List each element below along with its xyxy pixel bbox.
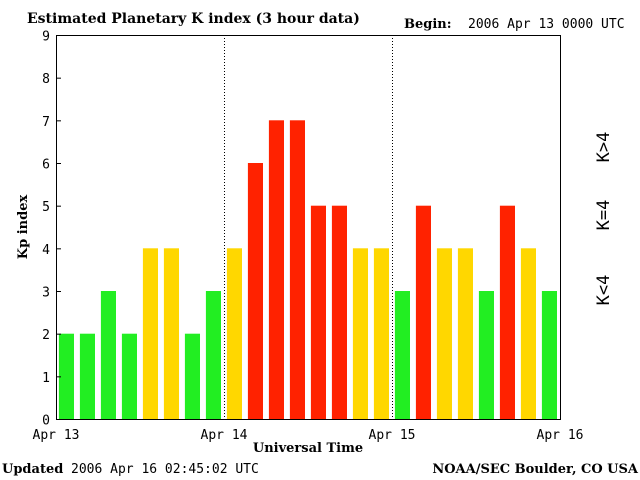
x-tick-label: Apr 15 (369, 428, 416, 443)
legend-high-label: K>4 (594, 132, 614, 163)
legend-mid-label: K=4 (594, 200, 614, 231)
kp-bar (331, 205, 347, 419)
kp-bar (79, 333, 95, 419)
kp-bar (184, 333, 200, 419)
kp-bar (520, 248, 536, 419)
kp-bar (373, 248, 389, 419)
kp-bar (142, 248, 158, 419)
kp-bar (226, 248, 242, 419)
begin-value: 2006 Apr 13 0000 UTC (468, 17, 625, 32)
kp-bar (100, 291, 116, 419)
kp-bar (163, 248, 179, 419)
kp-bar (289, 120, 305, 420)
y-tick-label: 8 (42, 72, 50, 87)
plot-frame (56, 35, 561, 420)
x-tick-label: Apr 16 (537, 428, 584, 443)
y-tick-label: 4 (42, 243, 50, 258)
chart-title: Estimated Planetary K index (3 hour data… (27, 11, 360, 27)
y-tick-label: 0 (42, 414, 50, 429)
kp-bar (352, 248, 368, 419)
begin-label: Begin: (404, 17, 452, 32)
kp-bar (436, 248, 452, 419)
source-credit: NOAA/SEC Boulder, CO USA (432, 462, 639, 477)
updated-label: Updated (2, 462, 63, 477)
kp-bar (478, 291, 494, 419)
kp-bar (58, 333, 74, 419)
kp-bar (541, 291, 557, 419)
y-tick-label: 5 (42, 200, 50, 215)
y-tick-label: 9 (42, 30, 50, 45)
kp-bar (499, 205, 515, 419)
kp-bar (268, 120, 284, 420)
y-tick-label: 6 (42, 158, 50, 173)
y-axis-title: Kp index (16, 195, 31, 260)
kp-bar (394, 291, 410, 419)
y-tick-label: 7 (42, 115, 50, 130)
plot-area: 0 1 2 3 4 5 6 7 8 9 Apr 13 Apr 14 Apr 15 Apr 16 (33, 30, 584, 444)
x-tick-label: Apr 14 (201, 428, 248, 443)
updated-value: 2006 Apr 16 02:45:02 UTC (71, 462, 259, 477)
kp-bar (205, 291, 221, 419)
kp-bar (457, 248, 473, 419)
x-tick-label: Apr 13 (33, 428, 80, 443)
legend-low-label: K<4 (594, 275, 614, 306)
y-tick-label: 1 (42, 371, 50, 386)
kp-bar (247, 163, 263, 419)
kp-bar (415, 205, 431, 419)
y-tick-label: 2 (42, 328, 50, 343)
kp-bar (310, 205, 326, 419)
x-axis-title: Universal Time (253, 441, 363, 456)
y-tick-label: 3 (42, 286, 50, 301)
kp-bar (121, 333, 137, 419)
